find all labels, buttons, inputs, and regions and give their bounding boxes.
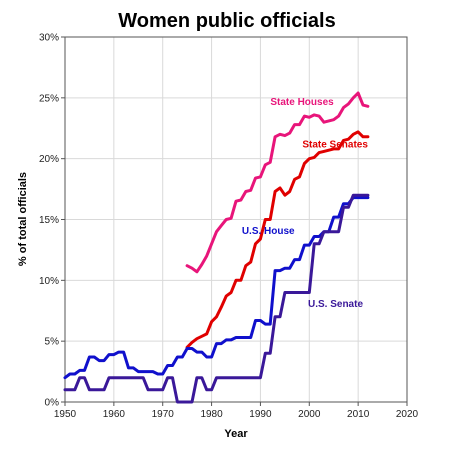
x-tick-label: 1990 [249, 409, 272, 420]
y-tick-label: 5% [45, 337, 60, 348]
series-label-u-s-senate: U.S. Senate [308, 299, 363, 310]
x-tick-label: 1980 [200, 409, 223, 420]
x-tick-label: 2010 [347, 409, 370, 420]
series-lines [63, 91, 370, 404]
y-tick-label: 10% [39, 276, 59, 287]
x-axis-title: Year [224, 428, 248, 440]
x-tick-label: 1960 [103, 409, 126, 420]
x-tick-label: 2020 [396, 409, 419, 420]
y-tick-label: 25% [39, 93, 59, 104]
x-tick-label: 1970 [152, 409, 175, 420]
x-tick-label: 2000 [298, 409, 321, 420]
y-tick-label: 0% [45, 398, 60, 409]
y-tick-label: 30% [39, 33, 59, 44]
series-label-u-s-house: U.S. House [242, 226, 295, 237]
x-axis: 1950 1960 1970 1980 1990 2000 2010 2020 [54, 402, 419, 420]
y-axis: 0% 5% 10% 15% 20% 25% 30% [39, 33, 65, 409]
grid [65, 37, 407, 402]
series-label-state-senates: State Senates [302, 140, 368, 151]
y-tick-label: 20% [39, 154, 59, 165]
series-line-u-s-house [63, 196, 370, 380]
series-line-state-houses [185, 91, 370, 274]
chart-title: Women public officials [118, 10, 335, 32]
series-label-state-houses: State Houses [270, 97, 334, 108]
x-tick-label: 1950 [54, 409, 77, 420]
series-line-state-senates [185, 130, 370, 349]
y-axis-title: % of total officials [17, 172, 29, 266]
series-line-u-s-senate [63, 193, 370, 404]
y-tick-label: 15% [39, 215, 59, 226]
series-labels: State Houses State Senates U.S. House U.S. … [242, 97, 369, 310]
